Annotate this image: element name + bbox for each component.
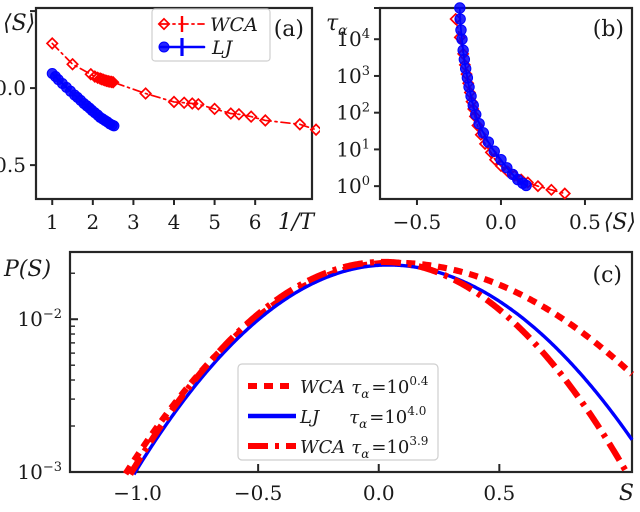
data-marker-diamond (139, 87, 152, 100)
panel-c-xlabel: S (619, 481, 634, 506)
y-tick-label: 100 (336, 174, 370, 198)
x-tick-label: 0.5 (483, 481, 515, 505)
data-marker-circle (458, 53, 471, 66)
data-marker-circle (495, 153, 507, 166)
x-tick-label: −0.5 (234, 481, 283, 505)
x-tick-label: 6 (249, 210, 262, 234)
y-tick-label: 0.0 (0, 76, 26, 100)
data-marker-diamond (103, 75, 117, 89)
x-tick-label: 0.5 (569, 210, 601, 234)
data-marker-circle (108, 120, 120, 132)
y-tick-label: 10−2 (17, 307, 62, 331)
distribution-curve (132, 263, 634, 476)
data-marker-circle (465, 90, 477, 102)
data-marker-diamond (45, 37, 59, 50)
data-marker-diamond (177, 96, 191, 110)
y-tick-label: 10−3 (17, 460, 62, 484)
legend-label-wca: WCA (210, 14, 258, 36)
panel-a-label: (a) (274, 17, 304, 42)
panel-b-ylabel: τα (326, 11, 348, 39)
data-marker-circle (456, 33, 468, 45)
panel-c-ylabel: P(S) (3, 257, 51, 282)
data-marker-diamond (191, 97, 205, 111)
y-tick-label: 104 (336, 27, 370, 51)
legend-entry: WCA τα =100.4 (300, 374, 429, 401)
data-marker-diamond (232, 107, 246, 121)
data-marker-circle (454, 2, 466, 14)
data-marker-diamond (531, 179, 545, 193)
y-tick-label: 102 (336, 101, 370, 125)
data-marker-diamond (309, 123, 320, 137)
data-marker-circle (158, 41, 170, 53)
x-tick-label: −1.0 (113, 481, 162, 505)
y-tick-label: -0.5 (0, 153, 26, 177)
panel-a-xlabel: 1/T (278, 210, 316, 235)
data-marker-circle (459, 62, 472, 75)
data-marker-diamond (244, 110, 258, 123)
panel-c-label: (c) (593, 263, 623, 288)
data-marker-diamond (293, 117, 307, 131)
x-tick-label: 4 (168, 210, 181, 234)
data-marker-circle (520, 179, 532, 192)
data-marker-circle (454, 13, 466, 25)
data-marker-diamond (224, 107, 238, 120)
x-tick-label: 3 (127, 210, 140, 234)
data-marker-circle (477, 127, 490, 139)
plot-frame (378, 6, 634, 201)
panel-a-ylabel: ⟨S⟩ (3, 11, 35, 36)
data-marker-circle (482, 136, 495, 148)
x-tick-label: −0.5 (393, 210, 442, 234)
x-tick-label: 5 (208, 210, 221, 234)
data-marker-circle (461, 72, 474, 84)
panel-b: 100 101 102 103 104 −0.5 0.0 0.5 τα ⟨S⟩ (b) (326, 2, 636, 235)
data-marker-diamond (157, 17, 171, 31)
panel-b-xlabel: ⟨S⟩ (604, 210, 636, 235)
plot-frame (68, 250, 634, 474)
legend-label-lj: LJ (211, 37, 234, 59)
data-marker-diamond (106, 75, 120, 89)
data-marker-diamond (258, 114, 272, 127)
data-marker-diamond (105, 75, 118, 89)
x-tick-label: 2 (86, 210, 99, 234)
data-marker-diamond (558, 187, 572, 200)
y-tick-label: 101 (336, 137, 370, 161)
panel-b-label: (b) (593, 17, 624, 42)
data-marker-diamond (208, 102, 221, 116)
distribution-curve (127, 258, 630, 476)
y-tick-label: 103 (336, 64, 370, 88)
data-marker-circle (488, 145, 500, 157)
panel-c: 10−3 10−2 −1.0 −0.5 0.0 0.5 P(S) S (c) WCA τα =100.… (3, 250, 635, 506)
data-marker-diamond (545, 183, 558, 197)
data-marker-diamond (66, 57, 79, 71)
x-tick-label: 0.0 (485, 210, 517, 234)
x-tick-label: 1 (46, 210, 59, 234)
data-marker-circle (473, 118, 485, 130)
distribution-curve (122, 259, 635, 476)
x-tick-label: 0.0 (363, 481, 395, 505)
data-marker-diamond (167, 95, 181, 109)
data-marker-circle (463, 81, 475, 93)
